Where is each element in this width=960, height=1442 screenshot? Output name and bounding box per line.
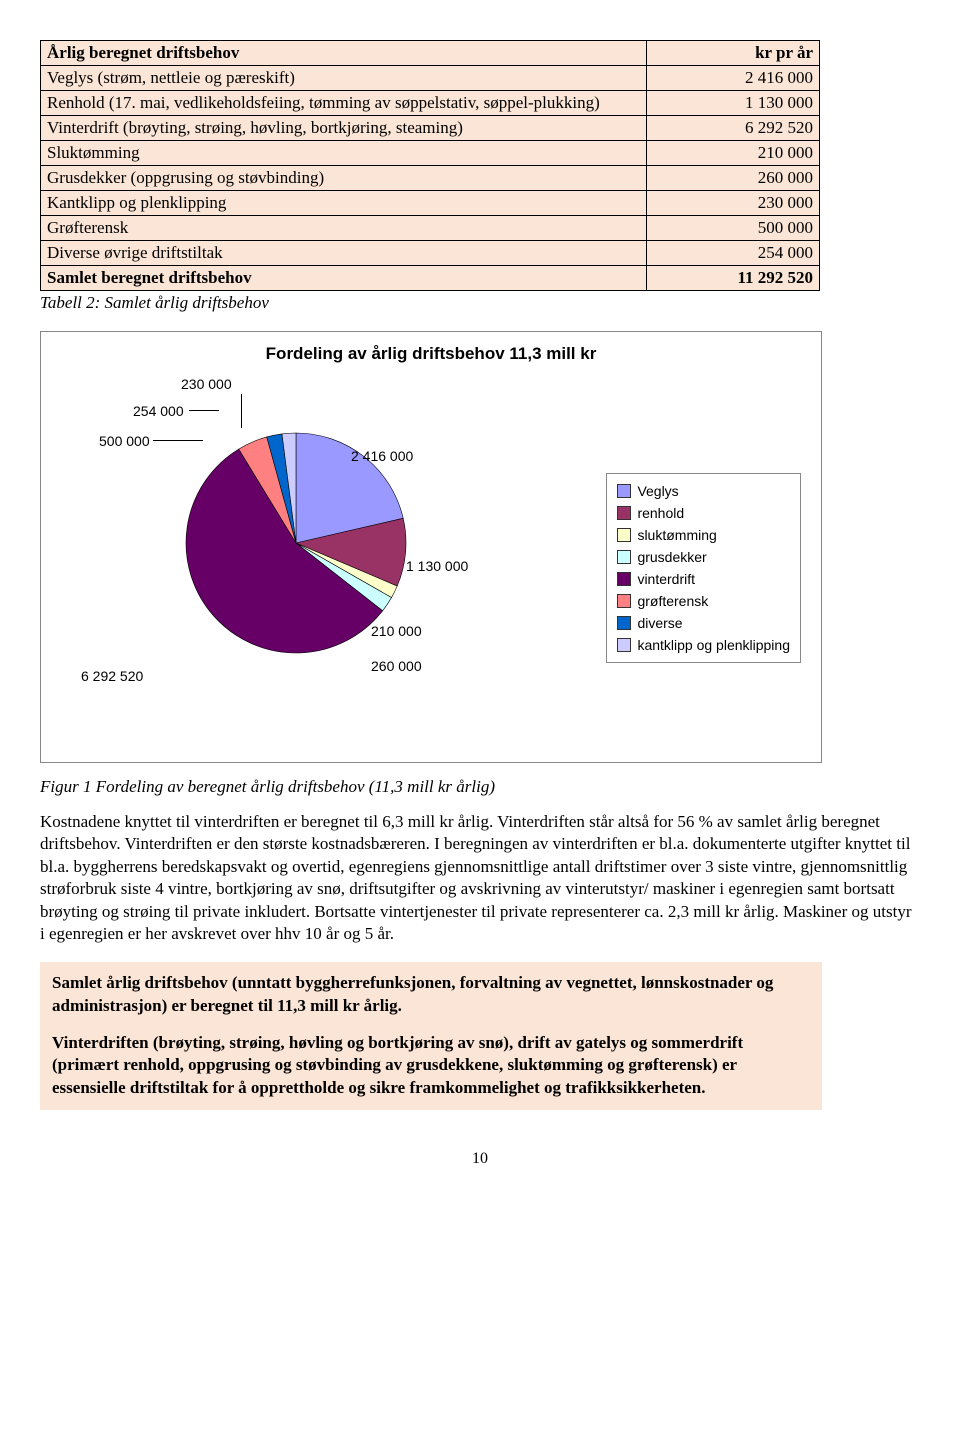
table-header-row: Årlig beregnet driftsbehov kr pr år [41,41,820,66]
pie-label-vinterdrift: 6 292 520 [81,668,143,684]
legend-swatch [617,506,631,520]
table-cell-value: 230 000 [647,191,820,216]
table-row: Grusdekker (oppgrusing og støvbinding)26… [41,166,820,191]
pie-label-renhold: 1 130 000 [406,558,468,574]
highlight-p1: Samlet årlig driftsbehov (unntatt bygghe… [52,972,810,1018]
pie-label-grusdekker: 260 000 [371,658,422,674]
legend-item-grofterensk: grøfterensk [617,590,790,612]
legend-item-renhold: renhold [617,502,790,524]
table-cell-value: 500 000 [647,216,820,241]
legend-label: vinterdrift [637,571,695,587]
highlight-box: Samlet årlig driftsbehov (unntatt bygghe… [40,962,822,1111]
table-cell-label: Vinterdrift (brøyting, strøing, høvling,… [41,116,647,141]
table-caption: Tabell 2: Samlet årlig driftsbehov [40,293,920,313]
legend-label: grøfterensk [637,593,708,609]
chart-body: 2 416 000 1 130 000 210 000 260 000 6 29… [41,368,821,762]
table-row: Diverse øvrige driftstiltak254 000 [41,241,820,266]
legend-swatch [617,550,631,564]
table-cell-label: Sluktømming [41,141,647,166]
page-number: 10 [40,1150,920,1168]
pie-label-grofterensk: 500 000 [99,433,150,449]
table-header-label: Årlig beregnet driftsbehov [41,41,647,66]
table-row: Veglys (strøm, nettleie og pæreskift)2 4… [41,66,820,91]
table-cell-value: 1 130 000 [647,91,820,116]
chart-frame: Fordeling av årlig driftsbehov 11,3 mill… [40,331,822,763]
table-row: Vinterdrift (brøyting, strøing, høvling,… [41,116,820,141]
table-row: Renhold (17. mai, vedlikeholdsfeiing, tø… [41,91,820,116]
legend-swatch [617,572,631,586]
table-cell-value: 210 000 [647,141,820,166]
legend-swatch [617,484,631,498]
legend-label: Veglys [637,483,678,499]
table-total-row: Samlet beregnet driftsbehov 11 292 520 [41,266,820,291]
legend-swatch [617,594,631,608]
legend-item-vinterdrift: vinterdrift [617,568,790,590]
body-paragraph: Kostnadene knyttet til vinterdriften er … [40,811,920,946]
legend-label: renhold [637,505,684,521]
legend-item-sluktomming: sluktømming [617,524,790,546]
highlight-p2: Vinterdriften (brøyting, strøing, høvlin… [52,1032,810,1101]
pie-label-sluktomming: 210 000 [371,623,422,639]
legend-item-veglys: Veglys [617,480,790,502]
chart-title: Fordeling av årlig driftsbehov 11,3 mill… [41,332,821,364]
legend-item-kantklipp: kantklipp og plenklipping [617,634,790,656]
table-cell-value: 6 292 520 [647,116,820,141]
legend-label: diverse [637,615,682,631]
table-cell-label: Diverse øvrige driftstiltak [41,241,647,266]
table-cell-label: Kantklipp og plenklipping [41,191,647,216]
figure-caption: Figur 1 Fordeling av beregnet årlig drif… [40,777,920,797]
legend-swatch [617,616,631,630]
pie-label-diverse: 254 000 [133,403,184,419]
driftsbehov-table: Årlig beregnet driftsbehov kr pr år Vegl… [40,40,820,291]
table-cell-label: Grøfterensk [41,216,647,241]
table-cell-value: 254 000 [647,241,820,266]
legend-label: sluktømming [637,527,716,543]
table-row: Kantklipp og plenklipping230 000 [41,191,820,216]
legend-swatch [617,638,631,652]
pie-label-kantklipp: 230 000 [181,376,232,392]
table-cell-label: Grusdekker (oppgrusing og støvbinding) [41,166,647,191]
legend-swatch [617,528,631,542]
legend-item-diverse: diverse [617,612,790,634]
legend-label: kantklipp og plenklipping [637,637,790,653]
table-total-value: 11 292 520 [647,266,820,291]
legend-item-grusdekker: grusdekker [617,546,790,568]
table-row: Grøfterensk500 000 [41,216,820,241]
table-cell-label: Veglys (strøm, nettleie og pæreskift) [41,66,647,91]
chart-legend: Veglys renhold sluktømming grusdekker vinter… [606,473,801,663]
table-header-value: kr pr år [647,41,820,66]
table-cell-label: Renhold (17. mai, vedlikeholdsfeiing, tø… [41,91,647,116]
pie-label-veglys: 2 416 000 [351,448,413,464]
table-cell-value: 2 416 000 [647,66,820,91]
table-total-label: Samlet beregnet driftsbehov [41,266,647,291]
table-cell-value: 260 000 [647,166,820,191]
table-row: Sluktømming210 000 [41,141,820,166]
legend-label: grusdekker [637,549,706,565]
